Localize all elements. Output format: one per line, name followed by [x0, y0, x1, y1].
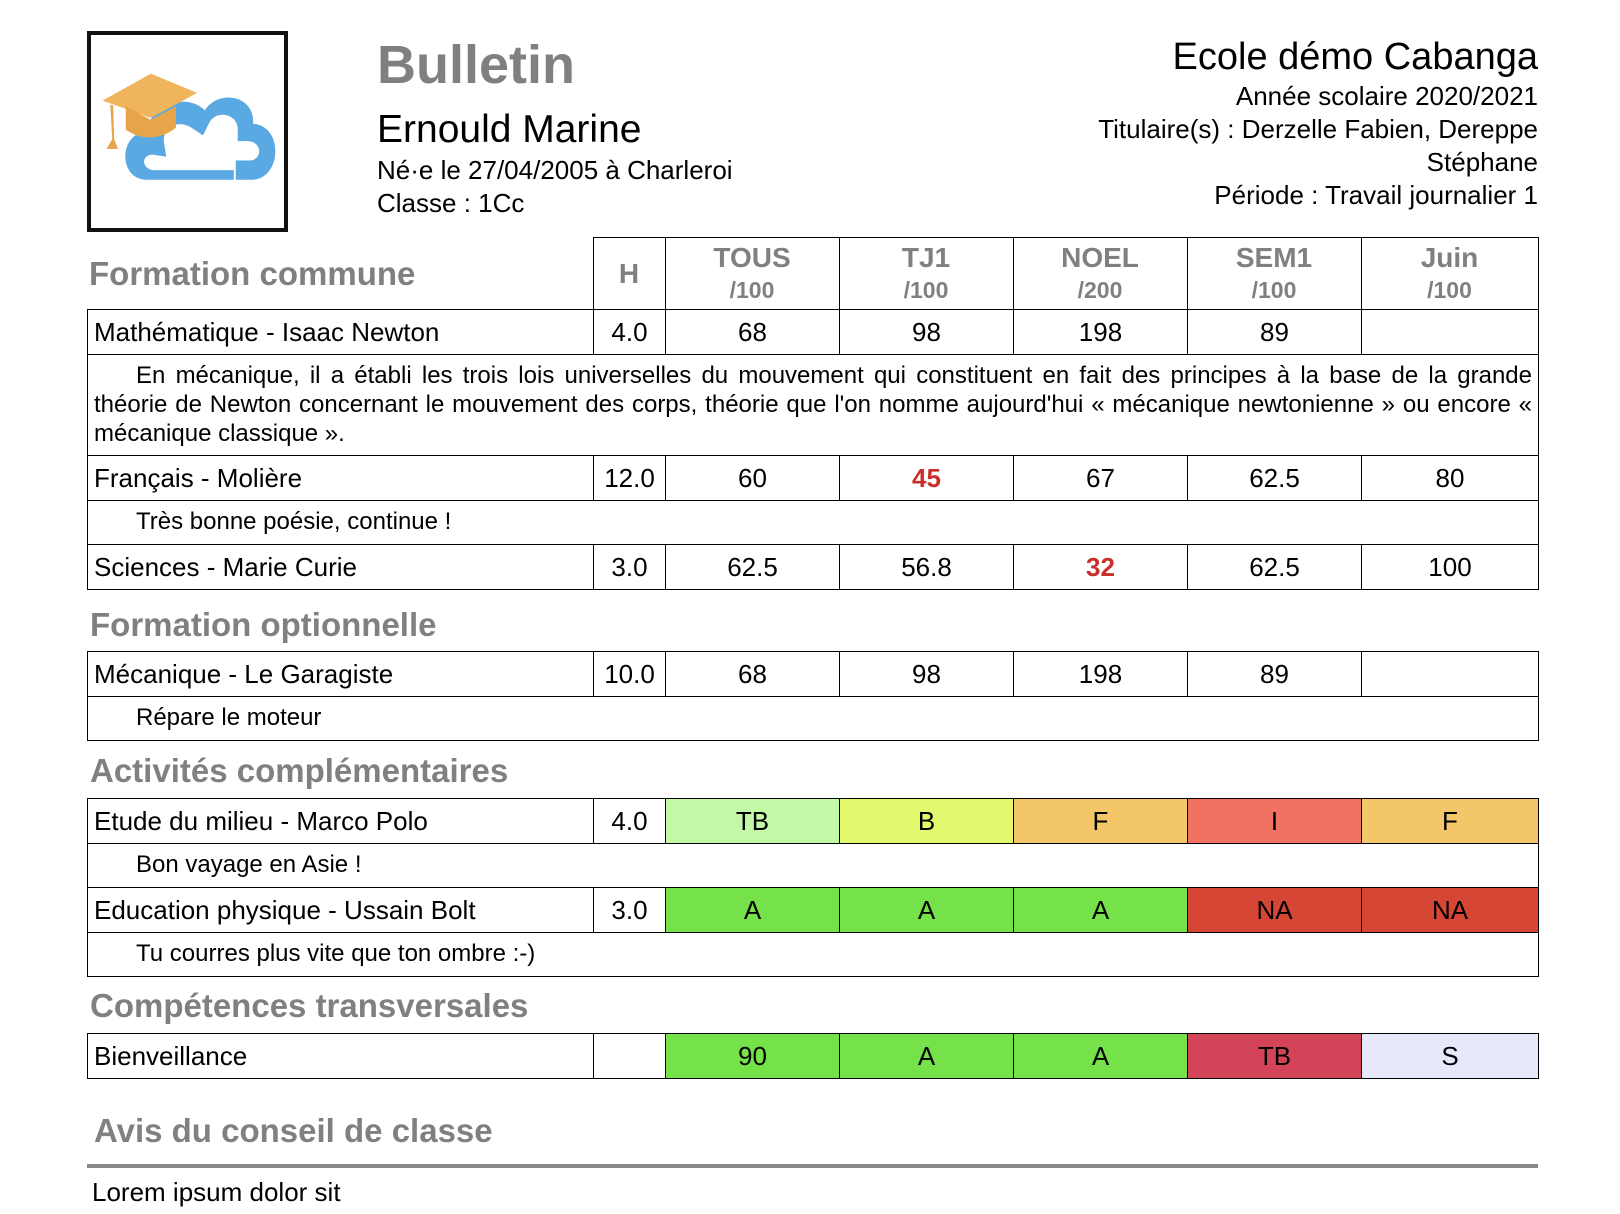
section-title-commune: Formation commune: [89, 254, 416, 292]
grade-cell: [1361, 309, 1539, 355]
grade-cell-failing: 45: [839, 455, 1014, 501]
comment-row: Bon vayage en Asie !: [87, 843, 1539, 888]
grade-cell: NA: [1361, 887, 1539, 933]
subject-name: Mathématique - Isaac Newton: [87, 309, 594, 355]
grade-cell: A: [665, 887, 840, 933]
hours: 10.0: [593, 651, 666, 697]
grade-cell: 98: [839, 651, 1014, 697]
grade-cell: TB: [1187, 1033, 1362, 1079]
cloud-graduation-cap-icon: [102, 73, 276, 180]
grade-cell: [1361, 651, 1539, 697]
subject-name: Education physique - Ussain Bolt: [87, 887, 594, 933]
teacher-comment: Répare le moteur: [87, 696, 1539, 741]
table-row: Education physique - Ussain Bolt 3.0 A A…: [87, 887, 1539, 933]
table-competences: Bienveillance 90 A A TB S: [87, 1033, 1539, 1079]
column-tous: TOUS/100: [664, 237, 840, 310]
titulaires: Titulaire(s) : Derzelle Fabien, Dereppe …: [978, 113, 1538, 179]
hours: 3.0: [593, 887, 666, 933]
table-row: Bienveillance 90 A A TB S: [87, 1033, 1539, 1079]
table-row: Français - Molière 12.0 60 45 67 62.5 80: [87, 455, 1539, 501]
class-info: Classe : 1Cc: [377, 188, 525, 218]
section-title-optionnelle: Formation optionnelle: [90, 606, 437, 643]
comment-row: Répare le moteur: [87, 696, 1539, 741]
grade-cell: TB: [665, 798, 840, 844]
teacher-comment: Bon vayage en Asie !: [87, 843, 1539, 888]
hours: 4.0: [593, 798, 666, 844]
table-formation-optionnelle: Mécanique - Le Garagiste 10.0 68 98 198 …: [87, 651, 1539, 741]
school-name: Ecole démo Cabanga: [1172, 36, 1538, 78]
section-title-competences: Compétences transversales: [90, 987, 529, 1024]
grade-cell: 56.8: [839, 544, 1014, 590]
school-year: Année scolaire 2020/2021: [1235, 81, 1538, 111]
document-title: Bulletin: [377, 35, 575, 95]
column-h: H: [592, 237, 666, 310]
hours: 12.0: [593, 455, 666, 501]
titulaires-text: Titulaire(s) : Derzelle Fabien, Dereppe …: [1098, 114, 1538, 177]
table-row: Etude du milieu - Marco Polo 4.0 TB B F …: [87, 798, 1539, 844]
column-noel: NOEL/200: [1012, 237, 1188, 310]
grade-cell: 90: [665, 1033, 840, 1079]
subject-name: Etude du milieu - Marco Polo: [87, 798, 594, 844]
teacher-comment: Tu courres plus vite que ton ombre :-): [87, 932, 1539, 977]
grade-cell: A: [839, 887, 1014, 933]
column-juin: Juin/100: [1360, 237, 1539, 310]
school-logo: [87, 31, 288, 232]
school-info: Ecole démo Cabanga Année scolaire 2020/2…: [978, 34, 1538, 212]
column-header: Formation commune H TOUS/100 TJ1/100 NOE…: [87, 237, 1539, 310]
birth-info: Né·e le 27/04/2005 à Charleroi: [377, 155, 733, 185]
section-title-avis: Avis du conseil de classe: [94, 1112, 493, 1149]
subject-name: Sciences - Marie Curie: [87, 544, 594, 590]
student-name: Ernould Marine: [377, 108, 642, 151]
subject-name: Mécanique - Le Garagiste: [87, 651, 594, 697]
grade-cell: 100: [1361, 544, 1539, 590]
column-sem1: SEM1/100: [1186, 237, 1362, 310]
grade-cell: F: [1013, 798, 1188, 844]
table-formation-commune: Mathématique - Isaac Newton 4.0 68 98 19…: [87, 309, 1539, 590]
grade-cell: 62.5: [1187, 544, 1362, 590]
teacher-comment: En mécanique, il a établi les trois lois…: [87, 354, 1539, 456]
grade-cell: F: [1361, 798, 1539, 844]
table-activites: Etude du milieu - Marco Polo 4.0 TB B F …: [87, 798, 1539, 977]
table-row: Sciences - Marie Curie 3.0 62.5 56.8 32 …: [87, 544, 1539, 590]
grade-cell: B: [839, 798, 1014, 844]
divider: [87, 1164, 1538, 1168]
comment-row: Très bonne poésie, continue !: [87, 500, 1539, 545]
hours: 4.0: [593, 309, 666, 355]
avis-text: Lorem ipsum dolor sit: [92, 1177, 341, 1207]
grade-cell: A: [839, 1033, 1014, 1079]
grade-cell: A: [1013, 1033, 1188, 1079]
grade-cell: I: [1187, 798, 1362, 844]
grade-cell: 62.5: [665, 544, 840, 590]
table-row: Mécanique - Le Garagiste 10.0 68 98 198 …: [87, 651, 1539, 697]
teacher-comment: Très bonne poésie, continue !: [87, 500, 1539, 545]
grade-cell: A: [1013, 887, 1188, 933]
table-row: Mathématique - Isaac Newton 4.0 68 98 19…: [87, 309, 1539, 355]
comment-row: Tu courres plus vite que ton ombre :-): [87, 932, 1539, 977]
grade-cell: 89: [1187, 309, 1362, 355]
grade-cell: 62.5: [1187, 455, 1362, 501]
grade-cell-failing: 32: [1013, 544, 1188, 590]
grade-cell: 89: [1187, 651, 1362, 697]
grade-cell: 98: [839, 309, 1014, 355]
periode: Période : Travail journalier 1: [1214, 180, 1538, 210]
hours: 3.0: [593, 544, 666, 590]
grade-cell: 198: [1013, 309, 1188, 355]
column-tj1: TJ1/100: [838, 237, 1014, 310]
subject-name: Français - Molière: [87, 455, 594, 501]
comment-row: En mécanique, il a établi les trois lois…: [87, 354, 1539, 456]
grade-cell: NA: [1187, 887, 1362, 933]
grade-cell: S: [1361, 1033, 1539, 1079]
subject-name: Bienveillance: [87, 1033, 594, 1079]
section-title-activites: Activités complémentaires: [90, 752, 509, 789]
grade-cell: 80: [1361, 455, 1539, 501]
grade-cell: 60: [665, 455, 840, 501]
grade-cell: 68: [665, 651, 840, 697]
grade-cell: 68: [665, 309, 840, 355]
grade-cell: 67: [1013, 455, 1188, 501]
hours: [593, 1033, 666, 1079]
grade-cell: 198: [1013, 651, 1188, 697]
